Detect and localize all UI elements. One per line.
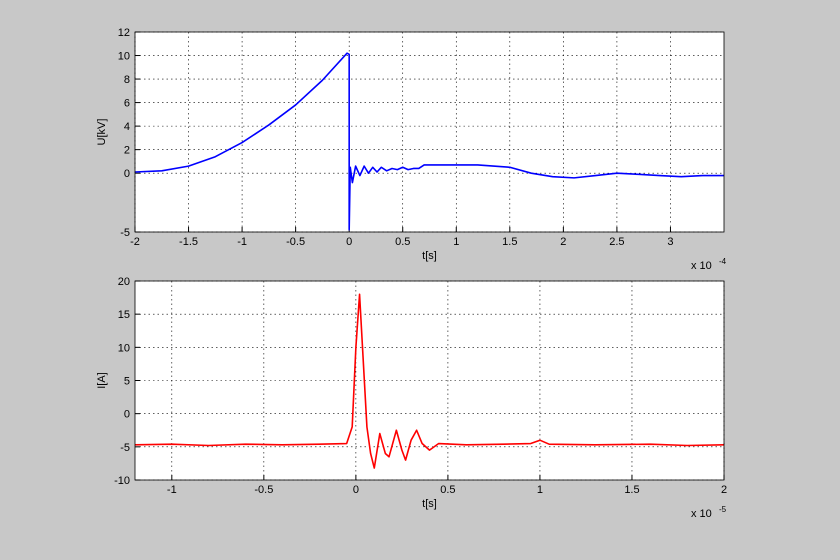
x-tick-label: 2 (721, 484, 727, 496)
x-tick-label: 1.5 (624, 484, 639, 496)
y-tick-label: -5 (120, 442, 130, 454)
y-tick-label: 0 (124, 168, 130, 180)
y-tick-label: 12 (118, 27, 130, 39)
x-tick-label: -1.5 (179, 236, 198, 248)
x-scale-base: x 10 (691, 260, 712, 272)
x-tick-label: 0 (346, 236, 352, 248)
y-tick-label: 2 (124, 145, 130, 157)
x-tick-label: 1 (453, 236, 459, 248)
x-tick-label: 1 (537, 484, 543, 496)
y-tick-label: 4 (124, 121, 130, 133)
x-tick-label: -0.5 (286, 236, 305, 248)
y-tick-label: 20 (118, 276, 130, 288)
x-tick-label: 1.5 (502, 236, 517, 248)
x-tick-label: 2 (560, 236, 566, 248)
y-axis-label: U[kV] (96, 119, 108, 146)
x-tick-label: 2.5 (609, 236, 624, 248)
y-tick-label: 10 (118, 51, 130, 63)
y-tick-label: 0 (124, 409, 130, 421)
data-line (134, 293, 725, 469)
x-scale-exponent: -4 (719, 257, 727, 266)
x-tick-label: -2 (130, 236, 140, 248)
x-tick-label: -0.5 (254, 484, 273, 496)
y-tick-label: 8 (124, 74, 130, 86)
x-scale-base: x 10 (691, 508, 712, 520)
x-tick-label: 0.5 (395, 236, 410, 248)
y-tick-label: 5 (124, 376, 130, 388)
plot-area (135, 32, 724, 232)
data-line (134, 52, 724, 231)
x-tick-label: -1 (237, 236, 247, 248)
x-tick-label: 0.5 (440, 484, 455, 496)
x-axis-label: t[s] (422, 250, 437, 262)
axes-frame (134, 31, 725, 233)
y-tick-label: 10 (118, 342, 130, 354)
x-scale-exponent: -5 (719, 505, 727, 514)
axes-frame (134, 280, 725, 481)
y-tick-label: 6 (124, 98, 130, 110)
y-tick-label: -5 (120, 227, 130, 239)
x-tick-label: -1 (167, 484, 177, 496)
x-axis-label: t[s] (422, 498, 437, 510)
y-axis-label: I[A] (96, 372, 108, 389)
x-tick-label: 0 (353, 484, 359, 496)
x-tick-label: 3 (667, 236, 673, 248)
y-tick-label: 15 (118, 309, 130, 321)
y-tick-label: -10 (114, 475, 130, 487)
